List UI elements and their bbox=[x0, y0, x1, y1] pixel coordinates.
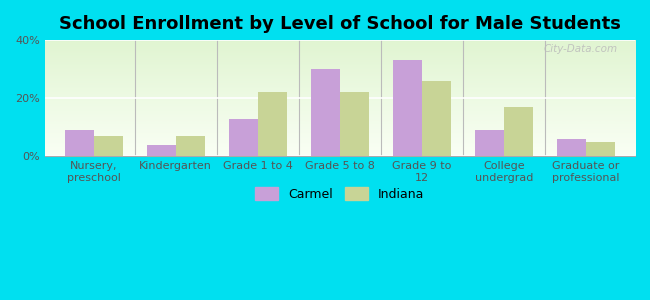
Bar bbox=[393, 61, 422, 156]
Bar bbox=[147, 145, 176, 156]
Bar bbox=[94, 136, 122, 156]
Bar bbox=[422, 81, 450, 156]
Bar bbox=[504, 107, 532, 156]
Bar bbox=[258, 92, 287, 156]
Bar bbox=[65, 130, 94, 156]
Legend: Carmel, Indiana: Carmel, Indiana bbox=[250, 182, 429, 206]
Bar bbox=[586, 142, 614, 156]
Bar bbox=[340, 92, 369, 156]
Bar bbox=[311, 69, 340, 156]
Bar bbox=[176, 136, 205, 156]
Bar bbox=[229, 118, 258, 156]
Bar bbox=[557, 139, 586, 156]
Text: City-Data.com: City-Data.com bbox=[543, 44, 618, 54]
Title: School Enrollment by Level of School for Male Students: School Enrollment by Level of School for… bbox=[59, 15, 621, 33]
Bar bbox=[475, 130, 504, 156]
